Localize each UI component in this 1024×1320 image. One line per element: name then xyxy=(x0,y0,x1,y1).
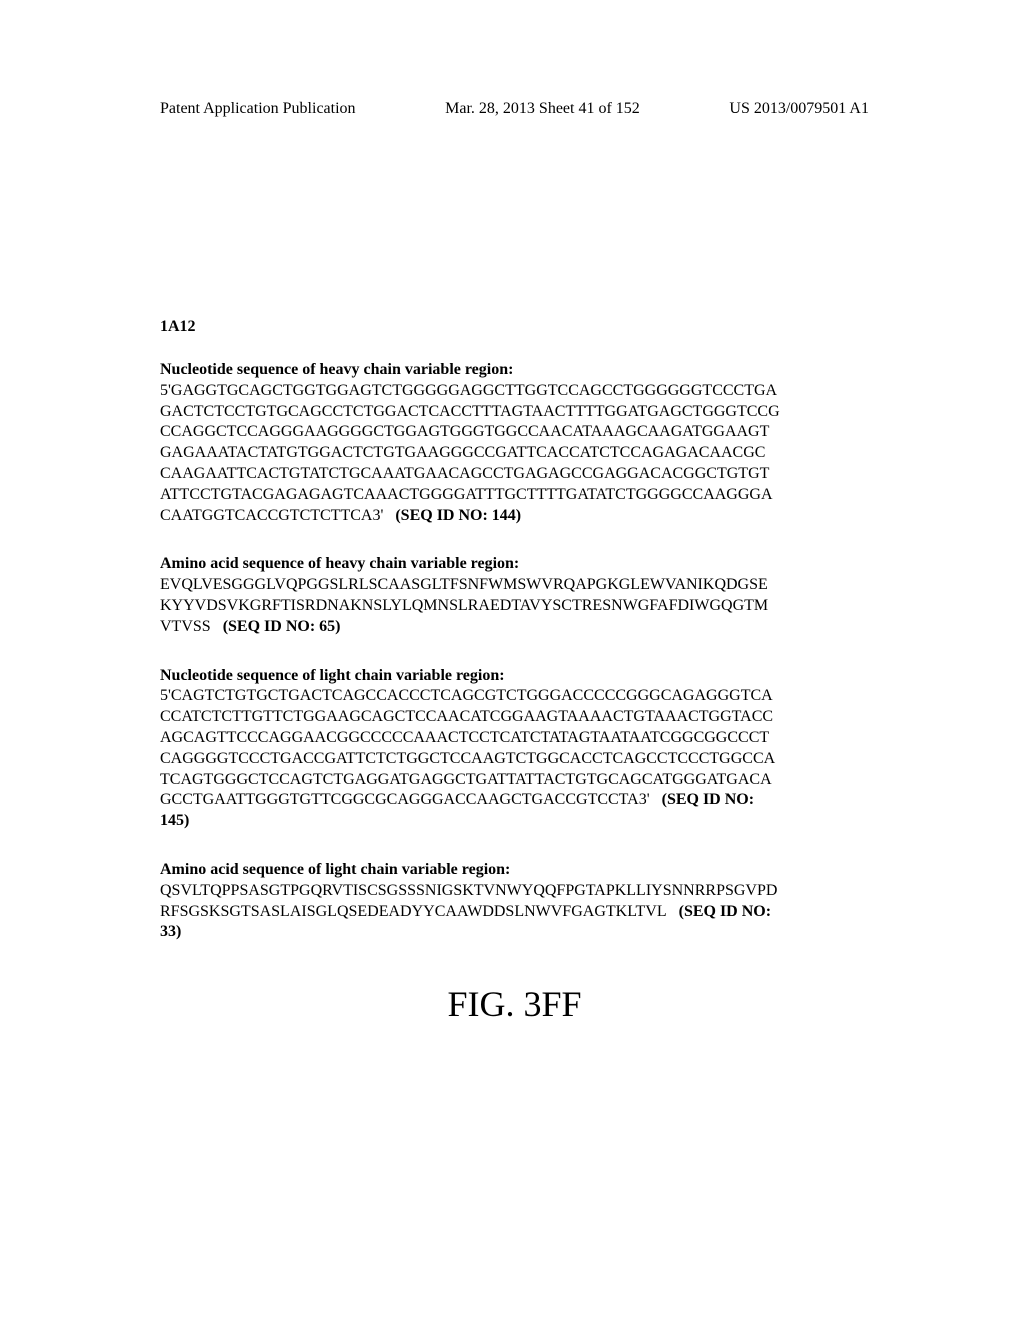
section-title: Nucleotide sequence of light chain varia… xyxy=(160,666,869,687)
sequence-line: CAAGAATTCACTGTATCTGCAAATGAACAGCCTGAGAGCC… xyxy=(160,465,769,482)
sequence-line: GACTCTCCTGTGCAGCCTCTGGACTCACCTTTAGTAACTT… xyxy=(160,403,780,420)
sequence-line: 5'CAGTCTGTGCTGACTCAGCCACCCTCAGCGTCTGGGAC… xyxy=(160,687,773,704)
sequence-body: EVQLVESGGGLVQPGGSLRLSCAASGLTFSNFWMSWVRQA… xyxy=(160,575,869,637)
section-title: Amino acid sequence of light chain varia… xyxy=(160,860,869,881)
header-publication-type: Patent Application Publication xyxy=(160,100,356,118)
header-date-sheet: Mar. 28, 2013 Sheet 41 of 152 xyxy=(445,100,640,118)
sequence-body: 5'GAGGTGCAGCTGGTGGAGTCTGGGGGAGGCTTGGTCCA… xyxy=(160,381,869,527)
sequence-line: GCCTGAATTGGGTGTTCGGCGCAGGGACCAAGCTGACCGT… xyxy=(160,791,650,808)
sequence-line: VTVSS xyxy=(160,618,211,635)
figure-label: FIG. 3FF xyxy=(160,983,869,1025)
seq-id-number: 33) xyxy=(160,923,181,940)
sequence-line: KYYVDSVKGRFTISRDNAKNSLYLQMNSLRAEDTAVYSCT… xyxy=(160,597,768,614)
clone-identifier: 1A12 xyxy=(160,318,869,336)
page-header: Patent Application Publication Mar. 28, … xyxy=(160,100,869,118)
seq-id: (SEQ ID NO: 144) xyxy=(395,507,521,524)
sequence-line: 5'GAGGTGCAGCTGGTGGAGTCTGGGGGAGGCTTGGTCCA… xyxy=(160,382,777,399)
sequence-line: CCAGGCTCCAGGGAAGGGGCTGGAGTGGGTGGCCAACATA… xyxy=(160,423,769,440)
sequence-line: TCAGTGGGCTCCAGTCTGAGGATGAGGCTGATTATTACTG… xyxy=(160,771,772,788)
sequence-line: EVQLVESGGGLVQPGGSLRLSCAASGLTFSNFWMSWVRQA… xyxy=(160,576,768,593)
header-publication-number: US 2013/0079501 A1 xyxy=(729,100,869,118)
sequence-line: GAGAAATACTATGTGGACTCTGTGAAGGGCCGATTCACCA… xyxy=(160,444,765,461)
sequence-section: Amino acid sequence of light chain varia… xyxy=(160,860,869,943)
sequence-line: CCATCTCTTGTTCTGGAAGCAGCTCCAACATCGGAAGTAA… xyxy=(160,708,773,725)
sequence-line: AGCAGTTCCCAGGAACGGCCCCCAAACTCCTCATCTATAG… xyxy=(160,729,769,746)
sequence-body: QSVLTQPPSASGTPGQRVTISCSGSSSNIGSKTVNWYQQF… xyxy=(160,881,869,943)
sequence-line: ATTCCTGTACGAGAGAGTCAAACTGGGGATTTGCTTTTGA… xyxy=(160,486,773,503)
seq-id-label: (SEQ ID NO: xyxy=(679,903,771,920)
sequence-sections: Nucleotide sequence of heavy chain varia… xyxy=(160,360,869,943)
section-title: Nucleotide sequence of heavy chain varia… xyxy=(160,360,869,381)
sequence-section: Nucleotide sequence of light chain varia… xyxy=(160,666,869,832)
patent-page: Patent Application Publication Mar. 28, … xyxy=(0,0,1024,1025)
sequence-body: 5'CAGTCTGTGCTGACTCAGCCACCCTCAGCGTCTGGGAC… xyxy=(160,686,869,832)
sequence-line: RFSGSKSGTSASLAISGLQSEDEADYYCAAWDDSLNWVFG… xyxy=(160,903,667,920)
sequence-line: CAATGGTCACCGTCTCTTCA3' xyxy=(160,507,383,524)
sequence-section: Nucleotide sequence of heavy chain varia… xyxy=(160,360,869,526)
seq-id-label: (SEQ ID NO: xyxy=(662,791,754,808)
sequence-line: CAGGGGTCCCTGACCGATTCTCTGGCTCCAAGTCTGGCAC… xyxy=(160,750,775,767)
seq-id: (SEQ ID NO: 65) xyxy=(223,618,341,635)
seq-id-number: 145) xyxy=(160,812,189,829)
section-title: Amino acid sequence of heavy chain varia… xyxy=(160,554,869,575)
sequence-section: Amino acid sequence of heavy chain varia… xyxy=(160,554,869,637)
sequence-line: QSVLTQPPSASGTPGQRVTISCSGSSSNIGSKTVNWYQQF… xyxy=(160,882,777,899)
